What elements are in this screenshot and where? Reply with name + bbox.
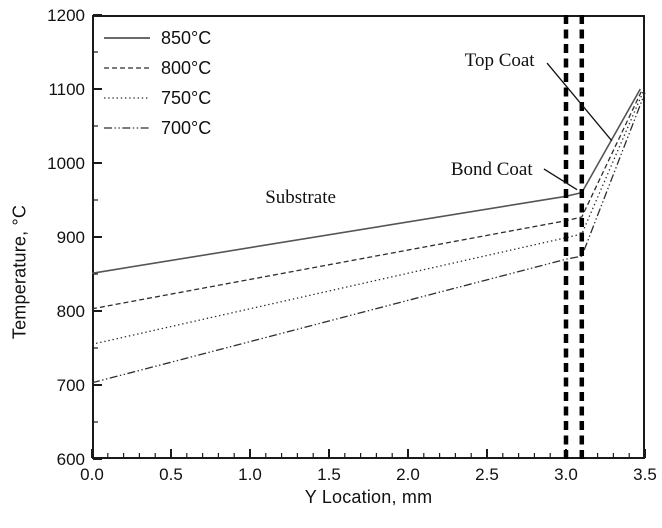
legend-item-850c: 850°C — [103, 23, 211, 53]
series-800c — [91, 90, 643, 310]
x-tick-label: 3.0 — [554, 465, 578, 484]
legend-line-sample-800c — [103, 53, 151, 83]
x-tick-label: 3.5 — [633, 465, 657, 484]
x-tick-label: 0.0 — [80, 465, 104, 484]
x-tick-label: 1.0 — [238, 465, 262, 484]
series-700c — [91, 92, 646, 384]
y-tick-label: 1000 — [47, 154, 85, 173]
y-axis-title: Temperature, °C — [9, 204, 30, 340]
legend: 850°C 800°C 750°C 700°C — [103, 23, 211, 143]
legend-line-sample-750c — [103, 83, 151, 113]
legend-line-sample-850c — [103, 23, 151, 53]
legend-label-850c: 850°C — [161, 28, 212, 48]
annotation-bond-coat: Bond Coat — [450, 158, 533, 180]
annotation-top-coat: Top Coat — [464, 49, 535, 71]
y-tick-label: 1200 — [47, 6, 85, 25]
annotation-leader-line — [543, 168, 578, 191]
x-tick-label: 2.0 — [396, 465, 420, 484]
x-axis-title: Y Location, mm — [304, 487, 433, 507]
series-750c — [91, 90, 644, 345]
legend-label-700c: 700°C — [161, 118, 212, 138]
y-tick-label: 1100 — [48, 80, 85, 99]
y-tick-label: 700 — [57, 376, 85, 395]
legend-item-750c: 750°C — [103, 83, 211, 113]
y-tick-label: 600 — [57, 450, 85, 469]
legend-label-750c: 750°C — [161, 88, 212, 108]
annotation-leader-line — [546, 62, 613, 142]
x-tick-label: 0.5 — [159, 465, 183, 484]
y-tick-label: 900 — [57, 228, 85, 247]
legend-line-sample-700c — [103, 113, 151, 143]
y-axis-ticks: 600 700 800 900 1000 1100 1200 — [47, 6, 102, 469]
legend-item-800c: 800°C — [103, 53, 211, 83]
x-tick-label: 2.5 — [475, 465, 499, 484]
legend-label-800c: 800°C — [161, 58, 212, 78]
x-axis-ticks: 0.0 0.5 1.0 1.5 2.0 2.5 3.0 3.5 — [80, 449, 657, 484]
legend-item-700c: 700°C — [103, 113, 211, 143]
y-tick-label: 800 — [57, 302, 85, 321]
x-tick-label: 1.5 — [317, 465, 341, 484]
annotation-substrate: Substrate — [265, 186, 336, 208]
